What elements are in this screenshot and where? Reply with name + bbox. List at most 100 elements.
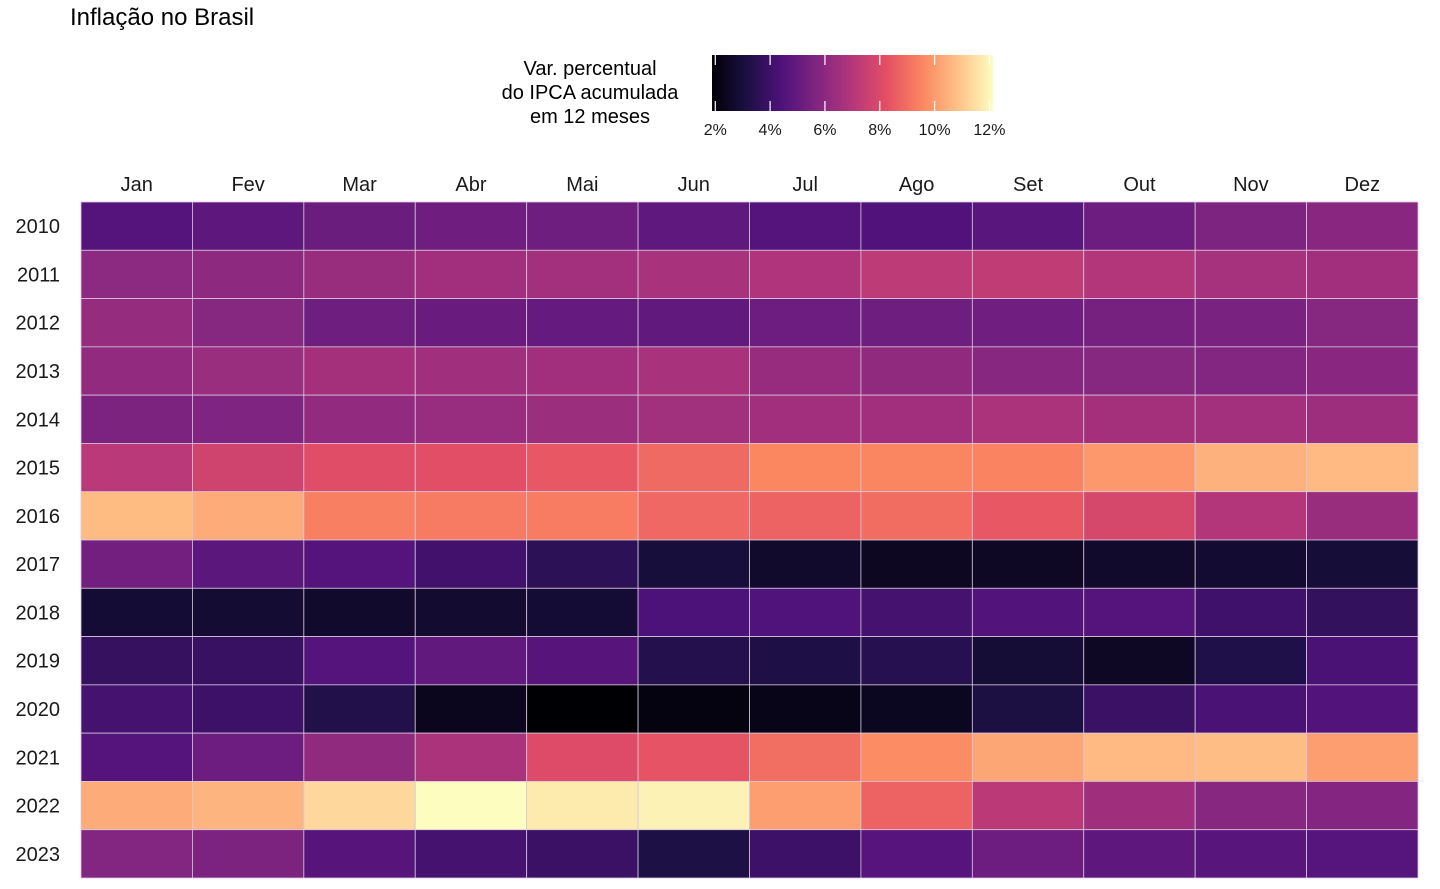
heatmap-cell — [860, 298, 973, 348]
heatmap-cell — [192, 443, 305, 493]
heatmap-cell — [80, 587, 193, 637]
heatmap-cell — [971, 298, 1085, 348]
heatmap-cell — [414, 781, 528, 831]
heatmap-cell — [860, 829, 973, 879]
heatmap-cell — [303, 443, 416, 493]
month-label: Nov — [1233, 174, 1269, 196]
legend-title: Var. percentual do IPCA acumulada em 12 … — [490, 57, 690, 129]
heatmap-cell — [1194, 829, 1307, 879]
heatmap-cell — [526, 781, 639, 831]
heatmap-cell — [414, 201, 528, 251]
heatmap-cell — [860, 587, 973, 637]
heatmap-cell — [192, 829, 305, 879]
heatmap-cell — [637, 491, 750, 541]
year-axis: 2010 2011 2012 2013 2014 2015 2016 2017 2018 2019… — [16, 216, 61, 866]
heatmap-cell — [80, 539, 193, 589]
month-label: Mar — [342, 174, 377, 196]
year-label: 2022 — [16, 796, 61, 818]
heatmap-cell — [80, 249, 193, 299]
heatmap-cell — [637, 636, 750, 686]
heatmap-cell — [1194, 249, 1307, 299]
heatmap-cell — [1194, 732, 1307, 782]
heatmap-cell — [80, 394, 193, 444]
heatmap-cell — [80, 346, 193, 396]
heatmap-cell — [192, 636, 305, 686]
heatmap-cell — [303, 636, 416, 686]
heatmap-cell — [80, 443, 193, 493]
heatmap-cell — [1083, 587, 1196, 637]
heatmap-cell — [637, 298, 750, 348]
heatmap-cell — [860, 732, 973, 782]
heatmap-cell — [80, 781, 193, 831]
year-label: 2018 — [16, 602, 61, 624]
heatmap-cell — [971, 781, 1085, 831]
heatmap-cell — [1306, 443, 1419, 493]
heatmap-cell — [303, 684, 416, 734]
year-label: 2016 — [16, 506, 61, 528]
month-label: Abr — [455, 174, 486, 196]
heatmap-cell — [80, 732, 193, 782]
heatmap-cell — [526, 684, 639, 734]
heatmap-cell — [860, 201, 973, 251]
heatmap-cell — [860, 443, 973, 493]
heatmap-cell — [192, 249, 305, 299]
heatmap-cell — [637, 443, 750, 493]
year-label: 2017 — [16, 554, 61, 576]
heatmap-cell — [1083, 298, 1196, 348]
heatmap-cell — [1194, 201, 1307, 251]
legend-tick-label: 12% — [973, 122, 1005, 139]
heatmap-cell — [303, 346, 416, 396]
month-label: Jun — [678, 174, 710, 196]
month-label: Mai — [566, 174, 598, 196]
heatmap-cell — [860, 539, 973, 589]
legend-title-line: do IPCA acumulada — [501, 82, 679, 104]
month-label: Jan — [121, 174, 153, 196]
heatmap-cell — [1194, 587, 1307, 637]
heatmap-cell — [414, 249, 528, 299]
year-label: 2012 — [16, 313, 61, 335]
heatmap-cell — [860, 491, 973, 541]
heatmap-cell — [971, 539, 1085, 589]
heatmap-cell — [526, 732, 639, 782]
legend-tick-label: 8% — [868, 122, 891, 139]
heatmap-cell — [1083, 636, 1196, 686]
heatmap-cell — [749, 443, 862, 493]
heatmap-cell — [749, 201, 862, 251]
chart-title: Inflação no Brasil — [70, 4, 255, 31]
month-label: Fev — [231, 174, 264, 196]
heatmap-cell — [749, 829, 862, 879]
heatmap-cell — [414, 298, 528, 348]
heatmap-cell — [637, 781, 750, 831]
heatmap-cell — [80, 491, 193, 541]
heatmap-cell — [192, 684, 305, 734]
heatmap-cell — [1194, 443, 1307, 493]
heatmap-cell — [414, 539, 528, 589]
year-label: 2014 — [16, 409, 61, 431]
heatmap-cell — [1194, 394, 1307, 444]
heatmap-cell — [860, 636, 973, 686]
heatmap-cell — [1083, 539, 1196, 589]
heatmap-cell — [303, 298, 416, 348]
heatmap-cell — [971, 394, 1085, 444]
heatmap-cell — [526, 201, 639, 251]
heatmap-cell — [80, 684, 193, 734]
legend-tick-label: 4% — [759, 122, 782, 139]
year-label: 2011 — [17, 264, 60, 286]
heatmap-cell — [1194, 491, 1307, 541]
heatmap-cell — [860, 346, 973, 396]
heatmap-cell — [749, 684, 862, 734]
heatmap-cell — [637, 394, 750, 444]
heatmap-cell — [637, 346, 750, 396]
heatmap-cell — [526, 346, 639, 396]
heatmap-cell — [637, 732, 750, 782]
heatmap-cell — [80, 829, 193, 879]
heatmap-cell — [192, 491, 305, 541]
heatmap-cell — [637, 587, 750, 637]
heatmap-cell — [303, 491, 416, 541]
year-label: 2021 — [16, 747, 61, 769]
heatmap-cell — [1083, 732, 1196, 782]
heatmap-cell — [749, 249, 862, 299]
month-label: Set — [1013, 174, 1043, 196]
heatmap-cell — [749, 491, 862, 541]
heatmap-cell — [971, 346, 1085, 396]
